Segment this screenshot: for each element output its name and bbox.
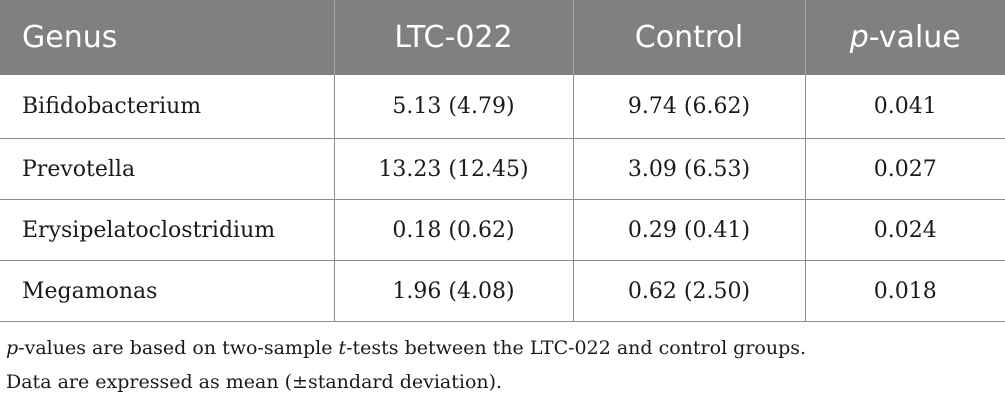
table-footnotes: p-values are based on two-sample t-tests… bbox=[6, 331, 806, 399]
footnote-statistics: p-values are based on two-sample t-tests… bbox=[6, 331, 806, 365]
header-p-suffix: -value bbox=[868, 20, 961, 55]
cell-control: 3.09 (6.53) bbox=[572, 138, 805, 200]
table-row: Bifidobacterium 5.13 (4.79) 9.74 (6.62) … bbox=[0, 75, 1005, 139]
footnote-p-letter: p bbox=[6, 337, 19, 359]
footnote-text-a: -values are based on two-sample bbox=[18, 337, 339, 359]
cell-control: 0.29 (0.41) bbox=[572, 199, 805, 261]
cell-ltc-022: 1.96 (4.08) bbox=[333, 260, 573, 322]
cell-control: 9.74 (6.62) bbox=[572, 75, 805, 139]
footnote-text-b: -tests between the LTC-022 and control g… bbox=[346, 337, 807, 359]
cell-p-value: 0.024 bbox=[804, 199, 1005, 261]
cell-genus: Bifidobacterium bbox=[0, 75, 334, 139]
cell-p-value: 0.027 bbox=[804, 138, 1005, 200]
table-row: Erysipelatoclostridium 0.18 (0.62) 0.29 … bbox=[0, 199, 1005, 261]
cell-ltc-022: 0.18 (0.62) bbox=[333, 199, 573, 261]
cell-genus: Prevotella bbox=[0, 138, 334, 200]
header-p-letter: p bbox=[849, 20, 869, 55]
header-p-value: p-value bbox=[804, 0, 1005, 75]
table-row: Prevotella 13.23 (12.45) 3.09 (6.53) 0.0… bbox=[0, 138, 1005, 200]
table-header-row: Genus LTC-022 Control p-value bbox=[0, 0, 1005, 75]
cell-ltc-022: 5.13 (4.79) bbox=[333, 75, 573, 139]
cell-genus: Megamonas bbox=[0, 260, 334, 322]
cell-control: 0.62 (2.50) bbox=[572, 260, 805, 322]
header-genus: Genus bbox=[22, 20, 118, 55]
results-table-container: Genus LTC-022 Control p-value Bifidobact… bbox=[0, 0, 1005, 322]
header-ltc-022: LTC-022 bbox=[333, 0, 573, 75]
cell-genus: Erysipelatoclostridium bbox=[0, 199, 334, 261]
table-row: Megamonas 1.96 (4.08) 0.62 (2.50) 0.018 bbox=[0, 260, 1005, 322]
cell-p-value: 0.018 bbox=[804, 260, 1005, 322]
header-control: Control bbox=[572, 0, 805, 75]
footnote-data-format: Data are expressed as mean (±standard de… bbox=[6, 371, 503, 393]
genus-comparison-table: Genus LTC-022 Control p-value Bifidobact… bbox=[0, 0, 1005, 322]
footnote-t-letter: t bbox=[338, 337, 347, 359]
cell-p-value: 0.041 bbox=[804, 75, 1005, 139]
cell-ltc-022: 13.23 (12.45) bbox=[333, 138, 573, 200]
